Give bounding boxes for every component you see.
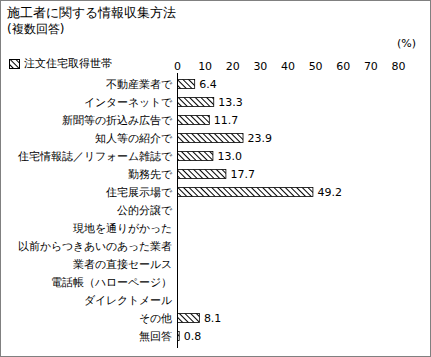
svg-text:現地を通りがかった: 現地を通りがかった (73, 222, 172, 235)
svg-text:インターネットで: インターネットで (84, 96, 173, 109)
svg-text:ダイレクトメール: ダイレクトメール (84, 294, 172, 307)
svg-text:49.2: 49.2 (317, 186, 342, 199)
svg-text:20: 20 (226, 60, 240, 73)
svg-text:0: 0 (174, 60, 181, 73)
svg-text:8.1: 8.1 (204, 312, 222, 325)
svg-text:11.7: 11.7 (214, 114, 239, 127)
svg-text:知人等の紹介で: 知人等の紹介で (95, 132, 173, 145)
svg-text:業者の直接セールス: 業者の直接セールス (73, 258, 172, 271)
svg-text:その他: その他 (139, 312, 172, 325)
svg-text:17.7: 17.7 (230, 168, 255, 181)
svg-text:30: 30 (253, 60, 267, 73)
svg-text:住宅情報誌／リフォーム雑誌で: 住宅情報誌／リフォーム雑誌で (18, 150, 173, 163)
html-text:(複数回答): (複数回答) (7, 22, 65, 36)
svg-text:10: 10 (198, 60, 212, 73)
svg-text:13.0: 13.0 (217, 150, 242, 163)
html-text:注文住宅取得世帯: 注文住宅取得世帯 (24, 57, 112, 70)
svg-text:60: 60 (336, 60, 350, 73)
svg-text:住宅展示場で: 住宅展示場で (106, 186, 173, 199)
svg-text:勤務先で: 勤務先で (128, 168, 173, 181)
svg-text:40: 40 (281, 60, 295, 73)
svg-text:以前からつきあいのあった業者: 以前からつきあいのあった業者 (18, 240, 172, 253)
svg-text:0.8: 0.8 (184, 330, 202, 343)
svg-text:6.4: 6.4 (199, 78, 217, 91)
svg-text:新聞等の折込み広告で: 新聞等の折込み広告で (62, 114, 173, 127)
svg-text:23.9: 23.9 (248, 132, 273, 145)
svg-text:50: 50 (309, 60, 323, 73)
svg-text:公的分譲で: 公的分譲で (117, 204, 173, 217)
svg-text:13.3: 13.3 (218, 96, 243, 109)
svg-text:電話帳（ハローページ）: 電話帳（ハローページ） (51, 276, 172, 289)
svg-text:無回答: 無回答 (139, 330, 172, 343)
svg-text:70: 70 (364, 60, 378, 73)
svg-text:不動産業者で: 不動産業者で (106, 78, 173, 91)
svg-text:80: 80 (392, 60, 406, 73)
html-text:施工者に関する情報収集方法: 施工者に関する情報収集方法 (7, 5, 176, 20)
